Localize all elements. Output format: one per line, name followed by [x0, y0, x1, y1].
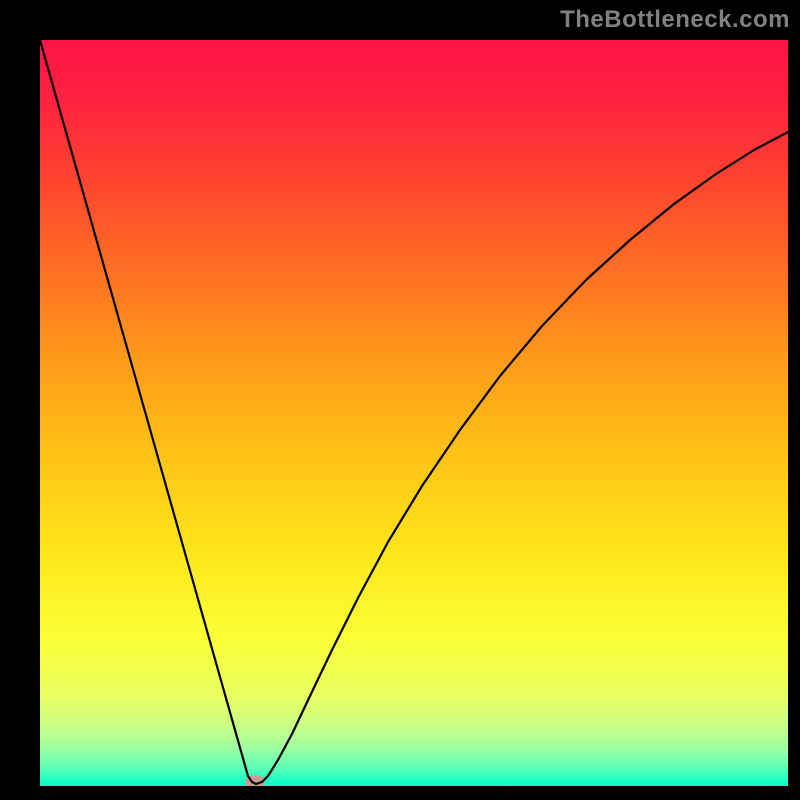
chart-container: TheBottleneck.com: [0, 0, 800, 800]
gradient-background: [40, 40, 788, 786]
watermark-text: TheBottleneck.com: [560, 6, 790, 34]
frame-left: [0, 0, 40, 800]
frame-right: [788, 0, 800, 800]
plot-area: [40, 40, 788, 786]
frame-bottom: [0, 786, 800, 800]
